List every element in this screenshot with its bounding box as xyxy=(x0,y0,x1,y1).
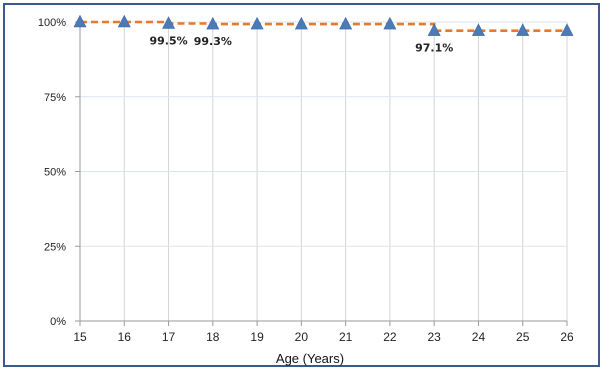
y-tick-label: 75% xyxy=(44,92,66,104)
marker-layer xyxy=(73,14,574,36)
data-point-marker xyxy=(339,16,353,30)
x-tick-label: 15 xyxy=(73,330,87,344)
grid-layer xyxy=(79,21,568,321)
data-point-marker xyxy=(162,16,176,29)
x-tick-label: 19 xyxy=(250,330,264,344)
data-point-marker xyxy=(427,23,441,36)
data-point-marker xyxy=(206,16,220,30)
y-tick-label: 0% xyxy=(50,316,66,328)
data-point-marker xyxy=(516,23,530,36)
x-tick-label: 20 xyxy=(295,330,309,344)
axis-layer: 0% 25% 50% 75% 100% 15 16 17 18 19 20 21 22 23 24 25 26 xyxy=(38,17,574,344)
x-tick-label: 26 xyxy=(560,330,574,344)
x-tick-label: 23 xyxy=(428,330,442,344)
x-tick-label: 21 xyxy=(339,330,353,344)
survival-step-line xyxy=(80,20,567,32)
data-point-marker xyxy=(250,16,264,30)
x-tick-label: 18 xyxy=(206,330,220,344)
data-label: 99.3% xyxy=(194,35,232,48)
step-line-layer xyxy=(80,20,567,32)
x-tick-label: 16 xyxy=(118,330,132,344)
data-point-marker xyxy=(383,16,397,30)
data-point-marker xyxy=(471,23,485,36)
data-point-marker xyxy=(117,14,131,28)
x-axis-title: Age (Years) xyxy=(276,351,344,366)
label-layer: 99.5% 99.3% 97.1% xyxy=(149,34,453,54)
y-tick-label: 25% xyxy=(44,241,66,253)
data-point-marker xyxy=(294,16,308,30)
y-tick-label: 100% xyxy=(38,17,66,29)
y-tick-label: 50% xyxy=(44,167,66,179)
data-label: 99.5% xyxy=(149,34,187,47)
data-label: 97.1% xyxy=(415,42,453,55)
data-point-marker xyxy=(560,23,574,36)
x-tick-label: 24 xyxy=(472,330,486,344)
x-tick-label: 22 xyxy=(383,330,397,344)
data-point-marker xyxy=(73,14,87,28)
x-tick-label: 25 xyxy=(516,330,530,344)
x-tick-label: 17 xyxy=(162,330,176,344)
